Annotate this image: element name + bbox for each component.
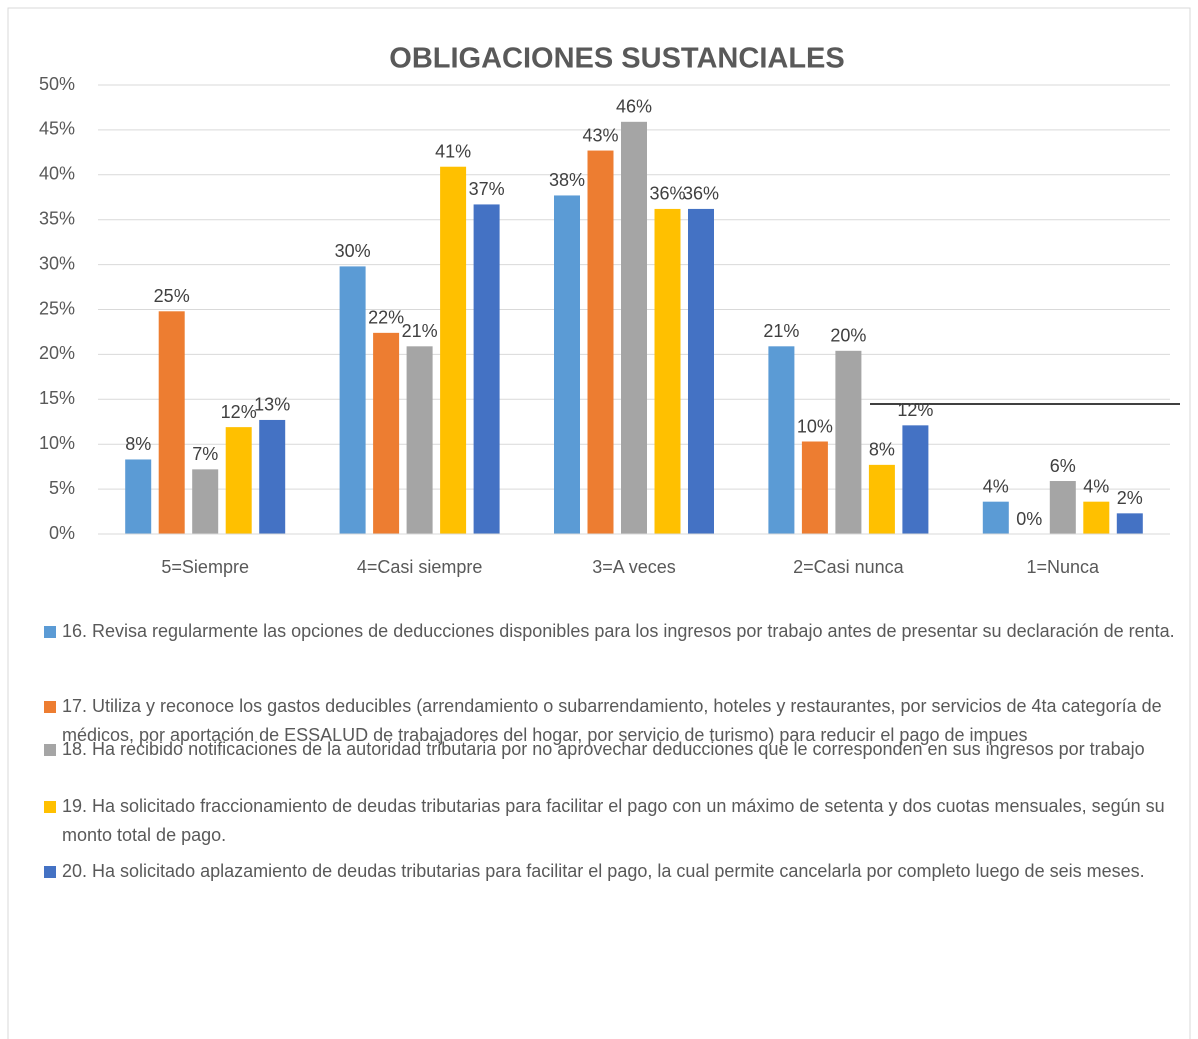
bar <box>225 427 252 534</box>
bar <box>621 121 647 535</box>
legend-entry: 17. Utiliza y reconoce los gastos deduci… <box>44 692 1184 750</box>
bar <box>158 311 185 534</box>
data-label: 8% <box>125 434 151 454</box>
bar <box>982 501 1009 534</box>
legend-label: 19. Ha solicitado fraccionamiento de deu… <box>62 796 1165 845</box>
data-label: 6% <box>1050 456 1076 476</box>
legend-label: 20. Ha solicitado aplazamiento de deudas… <box>62 861 1145 881</box>
y-tick-label: 50% <box>39 74 75 94</box>
legend-label: 17. Utiliza y reconoce los gastos deduci… <box>62 696 1162 745</box>
legend-entry: 19. Ha solicitado fraccionamiento de deu… <box>44 792 1184 850</box>
bar <box>801 441 828 534</box>
data-label: 13% <box>254 395 290 415</box>
y-tick-label: 10% <box>39 433 75 453</box>
x-tick-label: 3=A veces <box>592 557 676 577</box>
bar <box>768 346 795 534</box>
data-label: 22% <box>368 308 404 328</box>
data-label: 41% <box>435 141 471 161</box>
data-label: 21% <box>763 321 799 341</box>
data-label: 38% <box>549 170 585 190</box>
y-tick-label: 20% <box>39 343 75 363</box>
y-tick-label: 35% <box>39 208 75 228</box>
bar <box>339 266 366 534</box>
bar <box>554 195 580 535</box>
legend-swatch <box>44 701 56 713</box>
y-tick-label: 40% <box>39 164 75 184</box>
bar <box>373 332 400 534</box>
bar <box>406 346 433 534</box>
data-label: 36% <box>649 184 685 204</box>
legend-swatch <box>44 801 56 813</box>
bar <box>440 166 467 534</box>
legend-label: 18. Ha recibido notificaciones de la aut… <box>62 739 1145 759</box>
x-tick-label: 5=Siempre <box>161 557 249 577</box>
data-label: 4% <box>983 476 1009 496</box>
y-tick-label: 15% <box>39 388 75 408</box>
legend-label: 16. Revisa regularmente las opciones de … <box>62 621 1175 641</box>
bar <box>902 425 929 534</box>
legend-swatch <box>44 866 56 878</box>
data-label: 0% <box>1016 509 1042 529</box>
bar <box>125 459 152 534</box>
data-label: 2% <box>1117 488 1143 508</box>
bar <box>1049 481 1076 534</box>
data-label: 10% <box>797 416 833 436</box>
bar <box>587 150 614 534</box>
data-label: 4% <box>1083 476 1109 496</box>
bar <box>835 350 862 534</box>
bar <box>688 208 714 534</box>
y-tick-label: 25% <box>39 298 75 318</box>
bar <box>1083 501 1110 534</box>
chart-border <box>7 7 1191 1039</box>
data-label: 8% <box>869 440 895 460</box>
y-tick-label: 0% <box>49 523 75 543</box>
chart-title: OBLIGACIONES SUSTANCIALES <box>389 43 844 75</box>
data-label: 20% <box>830 326 866 346</box>
legend-swatch <box>44 744 56 756</box>
bar <box>868 464 895 534</box>
data-label: 25% <box>154 286 190 306</box>
data-label: 30% <box>335 241 371 261</box>
y-tick-label: 30% <box>39 253 75 273</box>
legend-entry: 18. Ha recibido notificaciones de la aut… <box>44 735 1184 764</box>
bar <box>192 469 219 534</box>
legend-entry: 16. Revisa regularmente las opciones de … <box>44 617 1184 646</box>
legend-entry: 20. Ha solicitado aplazamiento de deudas… <box>44 857 1184 886</box>
x-tick-label: 2=Casi nunca <box>793 557 905 577</box>
data-label: 37% <box>469 179 505 199</box>
y-tick-label: 45% <box>39 119 75 139</box>
data-label: 12% <box>221 402 257 422</box>
bar <box>473 204 500 534</box>
data-label: 7% <box>192 444 218 464</box>
legend-swatch <box>44 626 56 638</box>
y-tick-label: 5% <box>49 478 75 498</box>
data-label: 36% <box>683 184 719 204</box>
x-tick-label: 4=Casi siempre <box>357 557 483 577</box>
data-label: 21% <box>402 321 438 341</box>
x-tick-label: 1=Nunca <box>1027 557 1101 577</box>
data-label: 43% <box>582 125 618 145</box>
bar <box>1116 513 1143 534</box>
data-label: 12% <box>897 400 933 420</box>
bar <box>654 208 681 534</box>
bar <box>259 419 286 534</box>
data-label: 46% <box>616 97 652 117</box>
